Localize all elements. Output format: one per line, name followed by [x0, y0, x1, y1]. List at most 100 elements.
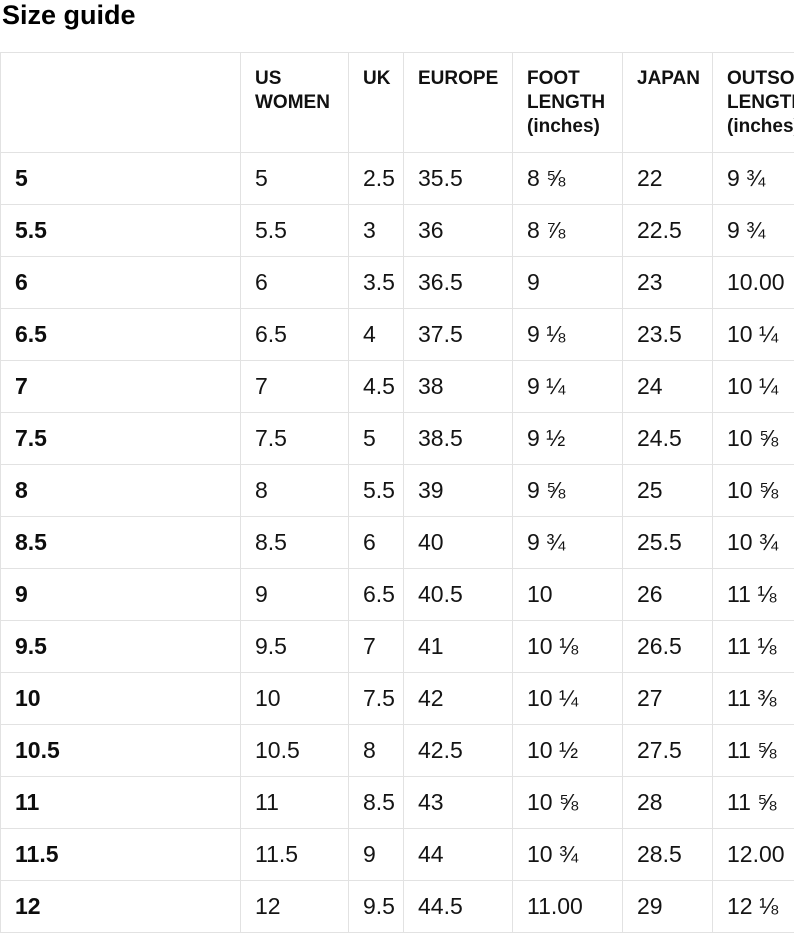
cell-size-label: 6 [0, 256, 241, 310]
cell-size-label: 9 [0, 568, 241, 622]
cell-us-women: 10.5 [240, 724, 349, 778]
cell-europe: 38.5 [403, 412, 513, 466]
cell-europe: 40.5 [403, 568, 513, 622]
cell-outsole-length: 11 ⅛ [712, 568, 794, 622]
cell-size-label: 6.5 [0, 308, 241, 362]
cell-uk: 9.5 [348, 880, 404, 934]
cell-uk: 3.5 [348, 256, 404, 310]
cell-us-women: 11 [240, 776, 349, 830]
cell-us-women: 9 [240, 568, 349, 622]
cell-japan: 28 [622, 776, 713, 830]
cell-outsole-length: 10 ¼ [712, 308, 794, 362]
col-header-uk: UK [348, 52, 404, 154]
cell-foot-length: 10 ⅝ [512, 776, 623, 830]
cell-uk: 6.5 [348, 568, 404, 622]
cell-europe: 42.5 [403, 724, 513, 778]
table-row: 11 11 8.5 43 10 ⅝ 28 11 ⅝ [0, 776, 794, 830]
cell-outsole-length: 11 ⅛ [712, 620, 794, 674]
cell-uk: 4.5 [348, 360, 404, 414]
cell-size-label: 7 [0, 360, 241, 414]
cell-us-women: 12 [240, 880, 349, 934]
cell-uk: 9 [348, 828, 404, 882]
table-row: 6 6 3.5 36.5 9 23 10.00 [0, 256, 794, 310]
cell-us-women: 9.5 [240, 620, 349, 674]
cell-size-label: 11 [0, 776, 241, 830]
cell-size-label: 5 [0, 152, 241, 206]
table-row: 7.5 7.5 5 38.5 9 ½ 24.5 10 ⅝ [0, 412, 794, 466]
cell-europe: 36 [403, 204, 513, 258]
table-row: 11.5 11.5 9 44 10 ¾ 28.5 12.00 [0, 828, 794, 882]
cell-japan: 25.5 [622, 516, 713, 570]
cell-uk: 7.5 [348, 672, 404, 726]
cell-outsole-length: 9 ¾ [712, 152, 794, 206]
cell-japan: 26 [622, 568, 713, 622]
cell-foot-length: 10 [512, 568, 623, 622]
cell-size-label: 5.5 [0, 204, 241, 258]
cell-foot-length: 9 ¾ [512, 516, 623, 570]
cell-japan: 27 [622, 672, 713, 726]
cell-uk: 5.5 [348, 464, 404, 518]
header-row: US WOMEN UK EUROPE FOOT LENGTH (inches) … [0, 52, 794, 154]
cell-foot-length: 9 ½ [512, 412, 623, 466]
cell-europe: 43 [403, 776, 513, 830]
cell-uk: 3 [348, 204, 404, 258]
col-header-blank [0, 52, 241, 154]
cell-europe: 44 [403, 828, 513, 882]
cell-europe: 35.5 [403, 152, 513, 206]
cell-uk: 6 [348, 516, 404, 570]
table-row: 8.5 8.5 6 40 9 ¾ 25.5 10 ¾ [0, 516, 794, 570]
cell-foot-length: 9 [512, 256, 623, 310]
cell-foot-length: 11.00 [512, 880, 623, 934]
page-title: Size guide [2, 0, 136, 30]
cell-outsole-length: 10 ⅝ [712, 412, 794, 466]
cell-outsole-length: 10 ¼ [712, 360, 794, 414]
cell-europe: 41 [403, 620, 513, 674]
table-row: 7 7 4.5 38 9 ¼ 24 10 ¼ [0, 360, 794, 414]
cell-foot-length: 8 ⅞ [512, 204, 623, 258]
cell-outsole-length: 9 ¾ [712, 204, 794, 258]
cell-outsole-length: 12 ⅛ [712, 880, 794, 934]
col-header-us-women: US WOMEN [240, 52, 349, 154]
cell-size-label: 9.5 [0, 620, 241, 674]
table-row: 5 5 2.5 35.5 8 ⅝ 22 9 ¾ [0, 152, 794, 206]
cell-us-women: 7.5 [240, 412, 349, 466]
size-guide-table: US WOMEN UK EUROPE FOOT LENGTH (inches) … [0, 52, 794, 934]
col-header-europe: EUROPE [403, 52, 513, 154]
cell-us-women: 6.5 [240, 308, 349, 362]
cell-uk: 8 [348, 724, 404, 778]
cell-foot-length: 10 ¾ [512, 828, 623, 882]
cell-uk: 5 [348, 412, 404, 466]
cell-us-women: 6 [240, 256, 349, 310]
cell-us-women: 7 [240, 360, 349, 414]
cell-europe: 38 [403, 360, 513, 414]
size-table-body: 5 5 2.5 35.5 8 ⅝ 22 9 ¾ 5.5 5.5 3 36 8 ⅞… [0, 152, 794, 934]
cell-outsole-length: 11 ⅝ [712, 724, 794, 778]
table-row: 6.5 6.5 4 37.5 9 ⅛ 23.5 10 ¼ [0, 308, 794, 362]
cell-size-label: 7.5 [0, 412, 241, 466]
cell-europe: 36.5 [403, 256, 513, 310]
cell-us-women: 10 [240, 672, 349, 726]
cell-size-label: 11.5 [0, 828, 241, 882]
cell-europe: 39 [403, 464, 513, 518]
cell-outsole-length: 11 ⅝ [712, 776, 794, 830]
table-row: 9.5 9.5 7 41 10 ⅛ 26.5 11 ⅛ [0, 620, 794, 674]
cell-size-label: 10.5 [0, 724, 241, 778]
cell-foot-length: 8 ⅝ [512, 152, 623, 206]
cell-uk: 4 [348, 308, 404, 362]
cell-outsole-length: 10 ⅝ [712, 464, 794, 518]
cell-uk: 8.5 [348, 776, 404, 830]
table-row: 10.5 10.5 8 42.5 10 ½ 27.5 11 ⅝ [0, 724, 794, 778]
table-row: 8 8 5.5 39 9 ⅝ 25 10 ⅝ [0, 464, 794, 518]
cell-europe: 44.5 [403, 880, 513, 934]
cell-europe: 40 [403, 516, 513, 570]
cell-uk: 7 [348, 620, 404, 674]
cell-europe: 37.5 [403, 308, 513, 362]
cell-size-label: 8.5 [0, 516, 241, 570]
cell-outsole-length: 10 ¾ [712, 516, 794, 570]
cell-japan: 23 [622, 256, 713, 310]
cell-europe: 42 [403, 672, 513, 726]
cell-outsole-length: 12.00 [712, 828, 794, 882]
cell-outsole-length: 11 ⅜ [712, 672, 794, 726]
cell-japan: 26.5 [622, 620, 713, 674]
